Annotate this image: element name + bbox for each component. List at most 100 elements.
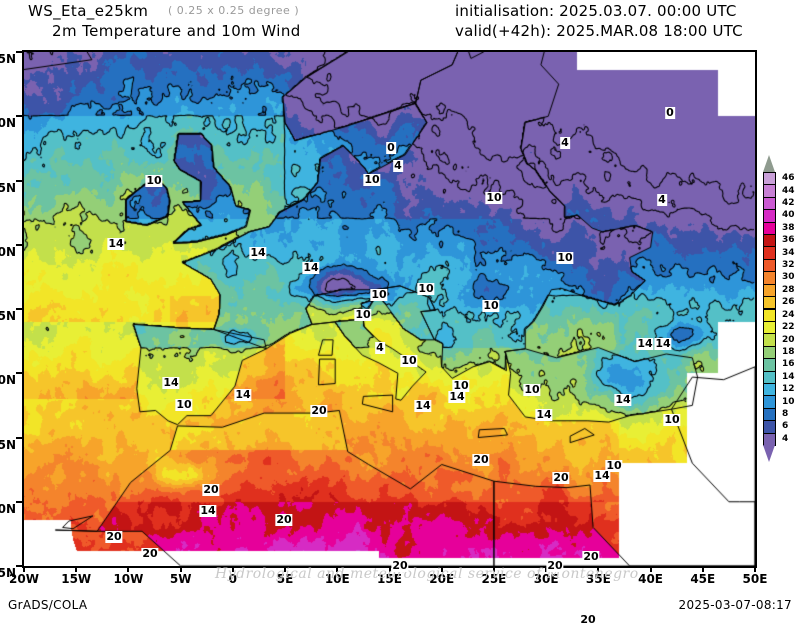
footer-timestamp: 2025-03-07-08:17 xyxy=(678,598,792,612)
colorbar-under-arrow xyxy=(763,445,775,462)
colorbar-swatch xyxy=(763,196,776,211)
x-axis-tick: 45E xyxy=(690,572,716,586)
x-axis-tick: 15E xyxy=(377,572,402,586)
colorbar-swatch xyxy=(763,308,776,322)
x-axis-tick: 10E xyxy=(324,572,350,586)
contour-label: 20 xyxy=(275,513,293,526)
contour-label: 10 xyxy=(485,191,503,204)
colorbar-swatch xyxy=(763,407,776,422)
contour-label: 10 xyxy=(417,282,435,295)
x-axis-tick: 25E xyxy=(481,572,507,586)
colorbar-swatch xyxy=(763,370,776,384)
colorbar-tick-label: 14 xyxy=(782,371,795,382)
chart-header: WS_Eta_e25km ( 0.25 x 0.25 degree ) 2m T… xyxy=(0,0,800,44)
contour-label: 10 xyxy=(605,459,623,472)
x-axis-tick: 5W xyxy=(169,572,192,586)
contour-label: 4 xyxy=(560,136,570,149)
contour-label: 20 xyxy=(546,559,564,572)
contour-label: 20 xyxy=(579,613,597,626)
colorbar-tick-label: 38 xyxy=(782,222,795,233)
x-axis-tickmark xyxy=(284,566,287,572)
contour-label: 14 xyxy=(614,393,632,406)
colorbar-tick-label: 44 xyxy=(782,185,795,196)
colorbar-tick-label: 16 xyxy=(782,359,795,370)
watermark: Hydrological and meteorological service … xyxy=(215,566,639,582)
colorbar-swatch xyxy=(763,221,776,236)
colorbar-swatch xyxy=(763,172,776,186)
y-axis-tickmark xyxy=(16,308,22,310)
colorbar-over-arrow xyxy=(763,155,775,172)
colorbar-tick-label: 30 xyxy=(782,272,795,283)
contour-label: 10 xyxy=(523,383,541,396)
contour-label: 10 xyxy=(145,174,163,187)
contour-label: 4 xyxy=(657,193,667,206)
colorbar-swatch xyxy=(763,432,776,446)
colorbar-swatch xyxy=(763,333,776,347)
field-description: 2m Temperature and 10m Wind xyxy=(52,22,301,40)
contour-label: 0 xyxy=(386,141,396,154)
colorbar-tick-label: 36 xyxy=(782,235,795,246)
contour-label: 0 xyxy=(665,106,675,119)
temperature-field-canvas xyxy=(24,52,755,566)
y-axis-tickmark xyxy=(16,372,22,375)
colorbar-tick-label: 32 xyxy=(782,260,795,271)
contour-label: 10 xyxy=(556,251,574,264)
colorbar-tick-label: 26 xyxy=(782,297,795,308)
x-axis-tickmark xyxy=(440,566,443,572)
x-axis-tick: 30E xyxy=(533,572,559,586)
colorbar-swatch xyxy=(763,358,776,372)
x-axis-tick: 20E xyxy=(429,572,455,586)
contour-label: 10 xyxy=(400,354,418,367)
contour-label: 20 xyxy=(105,530,123,543)
x-axis-tickmark xyxy=(179,566,182,572)
contour-label: 10 xyxy=(663,413,681,426)
x-axis-tickmark xyxy=(754,566,756,572)
colorbar-swatch xyxy=(763,246,776,260)
x-axis-tick: 40E xyxy=(638,572,664,586)
contour-label: 10 xyxy=(175,398,193,411)
initialisation-time: initialisation: 2025.03.07. 00:00 UTC xyxy=(455,2,737,20)
valid-time: valid(+42h): 2025.MAR.08 18:00 UTC xyxy=(455,22,743,40)
colorbar-tick-label: 20 xyxy=(782,334,795,345)
model-resolution: ( 0.25 x 0.25 degree ) xyxy=(168,4,300,17)
colorbar-swatch xyxy=(763,283,776,298)
colorbar-tick-label: 8 xyxy=(782,408,789,419)
colorbar-tick-label: 42 xyxy=(782,198,795,209)
contour-label: 10 xyxy=(370,288,388,301)
colorbar-tick-label: 6 xyxy=(782,421,789,432)
contour-label: 14 xyxy=(234,388,252,401)
contour-label: 10 xyxy=(452,379,470,392)
x-axis-tick: 5E xyxy=(276,572,294,586)
x-axis-tick: 0 xyxy=(228,572,238,586)
colorbar-tick-label: 18 xyxy=(782,346,795,357)
y-axis-tickmark xyxy=(16,115,22,118)
colorbar-swatch xyxy=(763,320,776,335)
contour-label: 14 xyxy=(448,390,466,403)
contour-label: 14 xyxy=(302,261,320,274)
contour-label: 10 xyxy=(363,173,381,186)
contour-label: 14 xyxy=(535,408,553,421)
x-axis-tick: 50E xyxy=(742,572,768,586)
colorbar-tick-label: 12 xyxy=(782,384,795,395)
colorbar-tick-label: 28 xyxy=(782,284,795,295)
contour-label: 20 xyxy=(141,547,159,560)
contour-label: 14 xyxy=(199,504,217,517)
x-axis-tick: 10W xyxy=(113,572,144,586)
colorbar-tick-label: 46 xyxy=(782,173,795,184)
colorbar-swatch xyxy=(763,395,776,409)
colorbar-tick-label: 4 xyxy=(782,433,789,444)
colorbar-tick-label: 34 xyxy=(782,247,795,258)
y-axis-tickmark xyxy=(16,179,22,182)
colorbar-swatch xyxy=(763,420,776,434)
colorbar-swatch xyxy=(763,184,776,198)
x-axis-tick: 35E xyxy=(585,572,611,586)
x-axis-tickmark xyxy=(336,566,339,572)
x-axis-tickmark xyxy=(231,566,234,572)
x-axis-tickmark xyxy=(701,566,704,572)
x-axis-tick: 20W xyxy=(9,572,39,586)
x-axis-tick: 15W xyxy=(61,572,92,586)
contour-label: 14 xyxy=(249,246,267,259)
contour-label: 14 xyxy=(593,469,611,482)
colorbar-swatch xyxy=(763,209,776,223)
contour-label: 10 xyxy=(354,308,372,321)
